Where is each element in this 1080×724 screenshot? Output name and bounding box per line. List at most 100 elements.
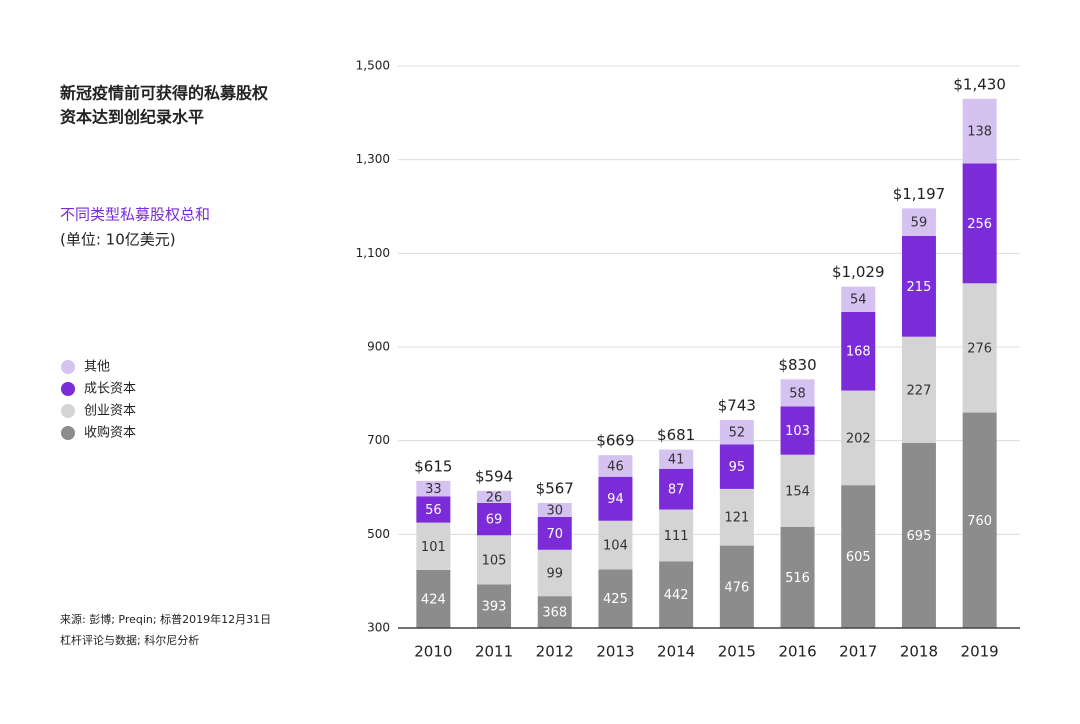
bar-segment — [477, 535, 512, 585]
data-label: 99 — [546, 566, 563, 581]
data-label: 52 — [729, 426, 746, 441]
legend-swatch — [61, 426, 75, 440]
legend-swatch — [61, 360, 75, 374]
bar-segment — [841, 311, 876, 391]
x-tick-label: 2016 — [778, 643, 816, 661]
data-label: 56 — [425, 503, 442, 518]
bar-segment — [537, 517, 572, 550]
data-label: 30 — [546, 503, 563, 518]
data-label: 33 — [425, 482, 442, 497]
bar-segment — [477, 502, 512, 536]
bar-segment — [962, 283, 997, 413]
total-label: $615 — [414, 457, 452, 475]
bar-segment — [416, 480, 451, 497]
y-tick-label: 1,300 — [356, 152, 390, 166]
data-label: 138 — [967, 125, 992, 140]
legend-label: 收购资本 — [84, 425, 136, 441]
x-tick-label: 2011 — [475, 643, 513, 661]
bar-segment — [537, 549, 572, 597]
bar-segment — [598, 520, 633, 570]
data-label: 425 — [603, 592, 628, 607]
data-label: 605 — [846, 550, 871, 565]
bar-segment — [719, 545, 754, 628]
bar-segment — [659, 449, 694, 469]
bar-segment — [659, 468, 694, 510]
data-label: 70 — [546, 527, 563, 542]
data-label: 103 — [785, 424, 810, 439]
legend-label: 其他 — [84, 360, 110, 375]
bar-segment — [416, 569, 451, 628]
data-label: 695 — [907, 529, 932, 544]
legend-swatch — [61, 382, 75, 396]
data-label: 202 — [846, 431, 871, 446]
bar-segment — [659, 509, 694, 562]
bar-segment — [598, 569, 633, 628]
source: 杠杆评论与数据; 科尔尼分析 — [60, 633, 199, 647]
bar-segment — [659, 561, 694, 628]
x-tick-label: 2017 — [839, 643, 877, 661]
source: 来源: 彭博; Preqin; 标普2019年12月31日 — [60, 612, 271, 626]
data-label: 95 — [729, 460, 746, 475]
data-label: 46 — [607, 459, 624, 474]
data-label: 41 — [668, 453, 685, 468]
data-label: 760 — [967, 514, 992, 529]
data-label: 476 — [724, 580, 749, 595]
x-tick-label: 2012 — [536, 643, 574, 661]
total-label: $681 — [657, 426, 695, 444]
bar-segment — [901, 208, 936, 237]
bar-segment — [598, 476, 633, 521]
bar-segment — [841, 286, 876, 312]
bar-segment — [901, 443, 936, 628]
data-label: 276 — [967, 341, 992, 356]
y-tick-label: 300 — [367, 621, 390, 635]
data-label: 442 — [664, 588, 689, 603]
labels: 424 101 56 33 $615 393 105 69 26 $594 368 99 70 30 $56… — [414, 75, 1006, 620]
data-label: 59 — [911, 216, 928, 231]
bar-segment — [780, 454, 815, 527]
bar-segment — [780, 526, 815, 628]
data-label: 101 — [421, 540, 446, 555]
x-tick-label: 2013 — [596, 643, 634, 661]
x-tick-label: 2015 — [718, 643, 756, 661]
bar-segment — [962, 98, 997, 164]
y-tick-label: 1,100 — [356, 246, 390, 260]
total-label: $567 — [536, 479, 574, 497]
bar-segment — [416, 522, 451, 570]
data-label: 424 — [421, 592, 446, 607]
bar-segment — [780, 379, 815, 407]
y-tick-label: 900 — [367, 340, 390, 354]
total-label: $1,197 — [893, 185, 946, 203]
data-label: 111 — [664, 529, 689, 544]
data-label: 26 — [486, 490, 503, 505]
bar-segment — [416, 496, 451, 523]
data-label: 393 — [482, 600, 507, 615]
legend-label: 成长资本 — [84, 382, 136, 397]
data-label: 87 — [668, 483, 685, 498]
subtitle: 不同类型私募股权总和 — [60, 206, 210, 224]
data-label: 256 — [967, 217, 992, 232]
bars — [416, 98, 997, 628]
data-label: 516 — [785, 571, 810, 586]
x-tick-label: 2010 — [414, 643, 452, 661]
data-label: 368 — [542, 606, 567, 621]
chart-title: 新冠疫情前可获得的私募股权 — [60, 84, 269, 103]
bar-segment — [841, 390, 876, 486]
bar-segment — [477, 490, 512, 503]
x-tick-label: 2018 — [900, 643, 938, 661]
data-label: 227 — [907, 383, 932, 398]
total-label: $1,029 — [832, 263, 885, 281]
data-label: 154 — [785, 484, 810, 499]
bar-segment — [901, 236, 936, 337]
bar-segment — [719, 420, 754, 445]
unit: (单位: 10亿美元) — [60, 231, 176, 249]
bar-segment — [841, 485, 876, 628]
total-label: $669 — [596, 432, 634, 450]
bar-segment — [901, 336, 936, 444]
chart-title: 资本达到创纪录水平 — [60, 108, 204, 127]
bar-segment — [962, 412, 997, 628]
x-tick-label: 2019 — [961, 643, 999, 661]
total-label: $743 — [718, 397, 756, 415]
data-label: 168 — [846, 345, 871, 360]
total-label: $830 — [778, 356, 816, 374]
